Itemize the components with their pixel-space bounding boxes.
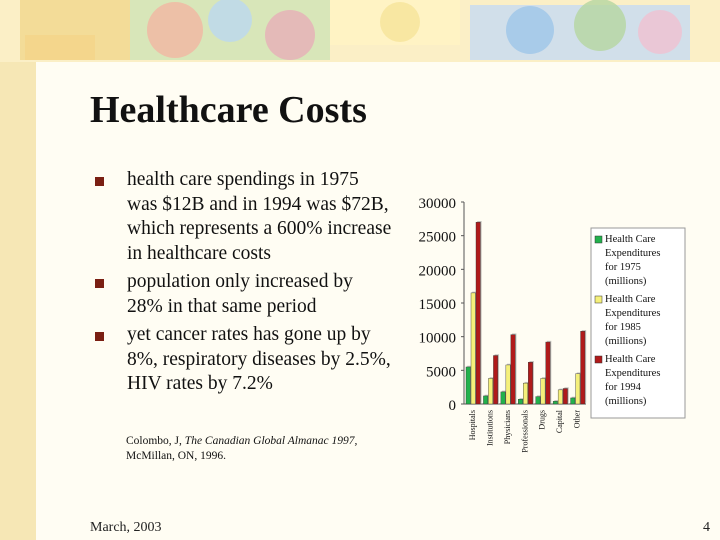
bar — [488, 378, 494, 405]
citation: Colombo, J, The Canadian Global Almanac … — [126, 434, 386, 464]
y-tick-label: 0 — [449, 398, 457, 414]
bullet-text: yet cancer rates has gone up by 8%, resp… — [127, 324, 391, 394]
bar — [510, 334, 516, 405]
y-tick-label: 10000 — [419, 331, 457, 347]
y-tick-label: 20000 — [419, 263, 457, 279]
legend-label: Health Care Expenditures for 1994 (millions… — [605, 354, 660, 407]
legend-label: Health Care Expenditures for 1985 (millions… — [605, 294, 660, 347]
bar — [570, 397, 576, 405]
top-decorative-banner — [0, 0, 720, 62]
bullet-list: health care spendings in 1975 was $12B a… — [92, 168, 392, 401]
bullet-item: population only increased by 28% in that… — [92, 270, 392, 319]
y-tick-label: 30000 — [419, 196, 457, 212]
left-decorative-band — [0, 0, 36, 540]
bar — [540, 378, 546, 405]
expenditure-bar-chart: 30000 25000 20000 15000 10000 5000 0 Hospitals I… — [419, 196, 686, 453]
banner-artwork — [20, 0, 690, 60]
category-label: Professionals — [520, 410, 529, 453]
y-tick-label: 15000 — [419, 297, 457, 313]
bar — [475, 222, 481, 405]
legend-swatch — [594, 295, 603, 304]
bullet-text: population only increased by 28% in that… — [127, 271, 353, 317]
bar — [575, 373, 581, 405]
legend-box — [590, 227, 686, 419]
bar — [470, 292, 476, 405]
bar — [535, 396, 541, 405]
bar — [528, 362, 533, 405]
bullet-item: health care spendings in 1975 was $12B a… — [92, 168, 392, 266]
bar — [552, 401, 558, 405]
citation-suffix: McMillan, ON, 1996. — [126, 450, 226, 462]
bar — [557, 389, 563, 405]
bar — [518, 399, 523, 405]
category-label: Other — [573, 410, 582, 429]
square-bullet-icon — [95, 177, 104, 186]
legend-swatch — [594, 235, 603, 244]
category-label: Hospitals — [468, 410, 477, 440]
bullet-item: yet cancer rates has gone up by 8%, resp… — [92, 323, 392, 397]
legend-swatch — [594, 355, 603, 364]
legend-label: Health Care Expenditures for 1975 (millions… — [605, 234, 660, 287]
bar — [483, 395, 489, 405]
bar — [493, 355, 499, 405]
citation-title: The Canadian Global Almanac 1997, — [184, 435, 358, 447]
page-number: 4 — [703, 520, 710, 535]
y-tick-label: 25000 — [419, 230, 457, 246]
slide-title: Healthcare Costs — [90, 89, 367, 131]
footer-date: March, 2003 — [90, 520, 162, 535]
bar — [523, 382, 528, 405]
bar — [505, 364, 511, 405]
category-label: Drugs — [538, 410, 547, 430]
category-label: Institutions — [485, 410, 494, 446]
y-tick-label: 5000 — [426, 364, 456, 380]
category-label: Capital — [555, 409, 564, 433]
square-bullet-icon — [95, 279, 104, 288]
bar — [545, 341, 551, 405]
citation-prefix: Colombo, J, — [126, 435, 185, 447]
bar — [500, 391, 506, 405]
bullet-text: health care spendings in 1975 was $12B a… — [127, 169, 392, 264]
bar — [580, 331, 586, 405]
bar — [465, 366, 471, 405]
category-label: Physicians — [503, 410, 512, 444]
square-bullet-icon — [95, 332, 104, 341]
bar — [562, 388, 568, 405]
